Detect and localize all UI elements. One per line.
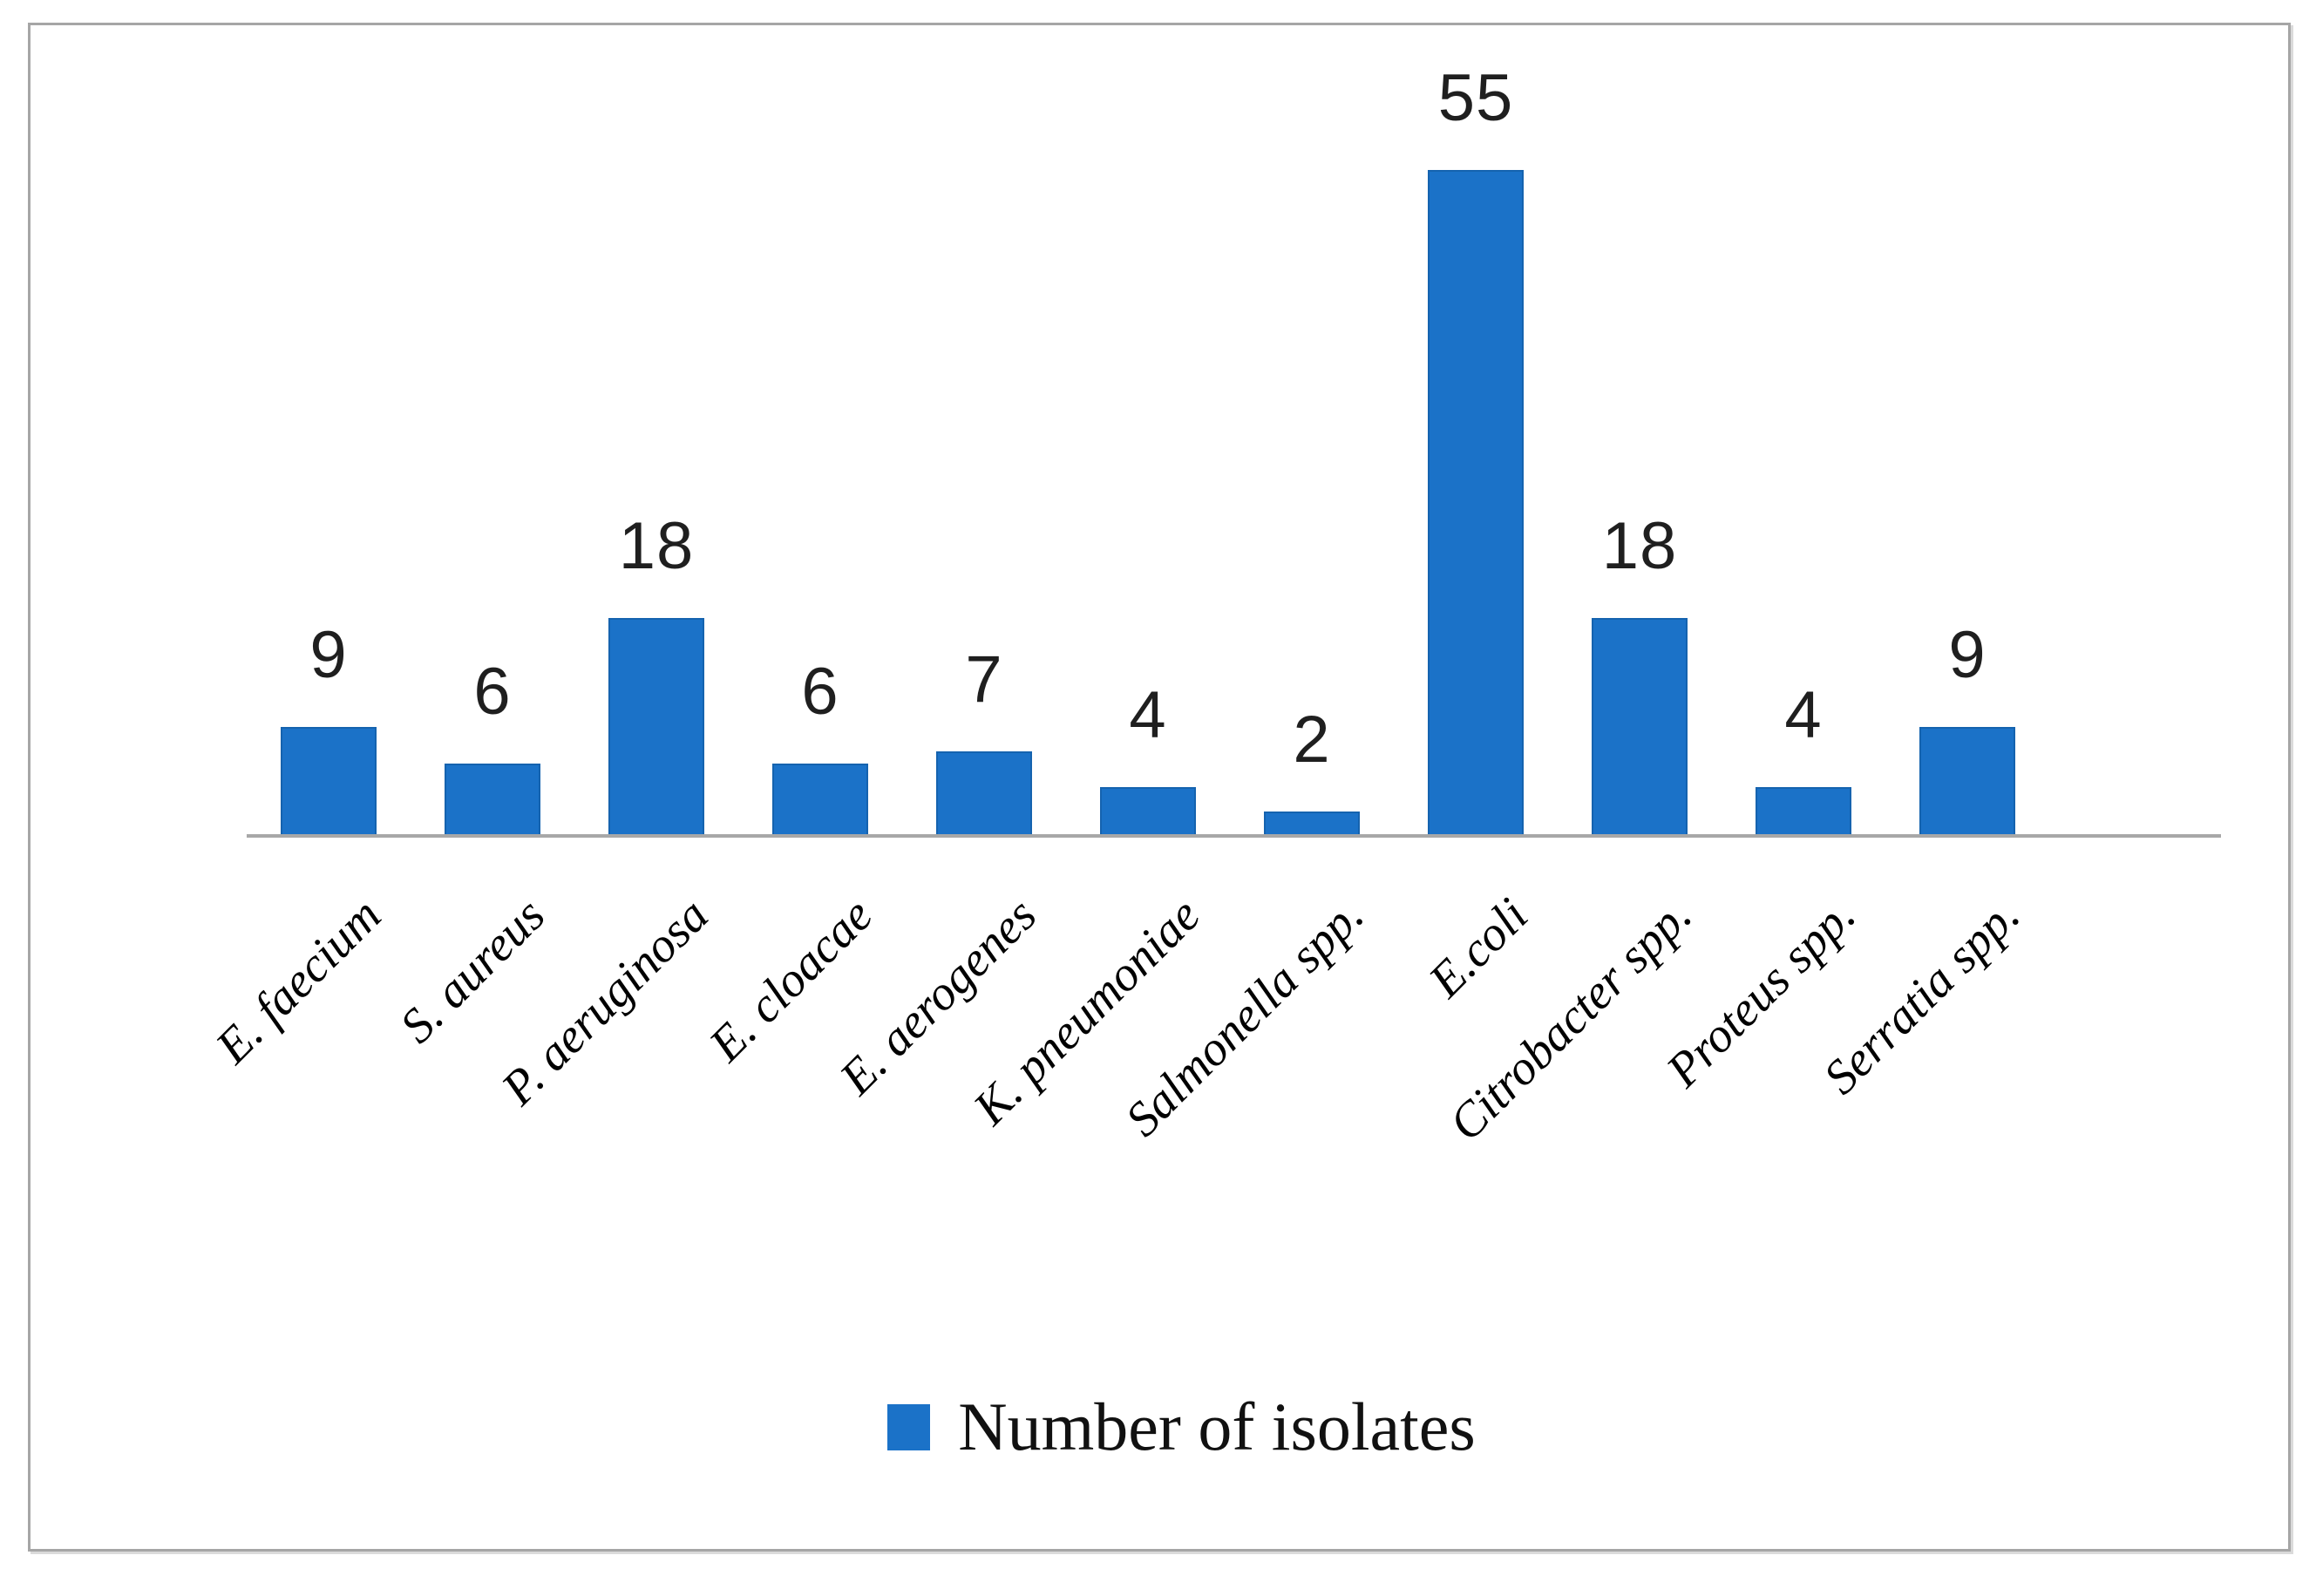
legend-marker-icon: [887, 1403, 931, 1450]
bar-value-label: 55: [1437, 60, 1514, 135]
legend: Number of isolates: [0, 1393, 2316, 1461]
bar: [608, 617, 704, 836]
x-axis-label-cell: Salmonella spp.: [1116, 836, 1394, 1307]
x-axis-label-cell: E. faecium: [206, 836, 411, 1307]
bar-value-label: 4: [1784, 678, 1823, 753]
bar: [281, 726, 377, 836]
bar-value-label: 4: [1129, 678, 1167, 753]
plot-area: 9 6 18 6 7 4 2 55 18 4 9: [247, 0, 2049, 836]
bar-value-label: 18: [1601, 508, 1678, 583]
bar-slot: 55: [1394, 0, 1558, 836]
x-axis-label: E.coli: [1418, 887, 1538, 1009]
bar-slot: 9: [247, 0, 411, 836]
bar-value-label: 6: [473, 654, 512, 729]
bar-value-label: 6: [801, 654, 839, 729]
x-axis-label-cell: P. aeruginosa: [492, 836, 738, 1307]
bar-value-label: 9: [1948, 617, 1987, 692]
bar-slot: 2: [1230, 0, 1394, 836]
x-axis-label-cell: Serratia spp.: [1813, 836, 2049, 1307]
bar: [1264, 812, 1360, 836]
bar-slot: 4: [1722, 0, 1885, 836]
bar: [936, 750, 1032, 836]
bar-value-label: 18: [618, 508, 695, 583]
bar: [1756, 787, 1851, 836]
bar-slot: 18: [1558, 0, 1722, 836]
bar-slot: 6: [411, 0, 574, 836]
bar-slot: 18: [574, 0, 738, 836]
bar-slot: 9: [1885, 0, 2049, 836]
bar: [1100, 787, 1196, 836]
bar: [1919, 726, 2015, 836]
x-axis-line: [247, 834, 2221, 838]
bar-value-label: 2: [1293, 703, 1331, 778]
bar: [1428, 169, 1524, 836]
chart-frame: [28, 23, 2291, 1552]
bar: [772, 763, 868, 836]
x-axis-labels-row: E. faecium S. aureus P. aeruginosa E. cloac…: [206, 836, 2049, 1307]
bar-slot: 6: [738, 0, 902, 836]
bar-value-label: 7: [965, 642, 1003, 717]
bar-slot: 7: [902, 0, 1066, 836]
legend-label: Number of isolates: [958, 1389, 1476, 1464]
x-axis-label: S. aureus: [389, 887, 555, 1054]
bar-slot: 4: [1066, 0, 1230, 836]
bar-value-label: 9: [309, 617, 348, 692]
bar: [1592, 617, 1688, 836]
bar: [445, 763, 540, 836]
